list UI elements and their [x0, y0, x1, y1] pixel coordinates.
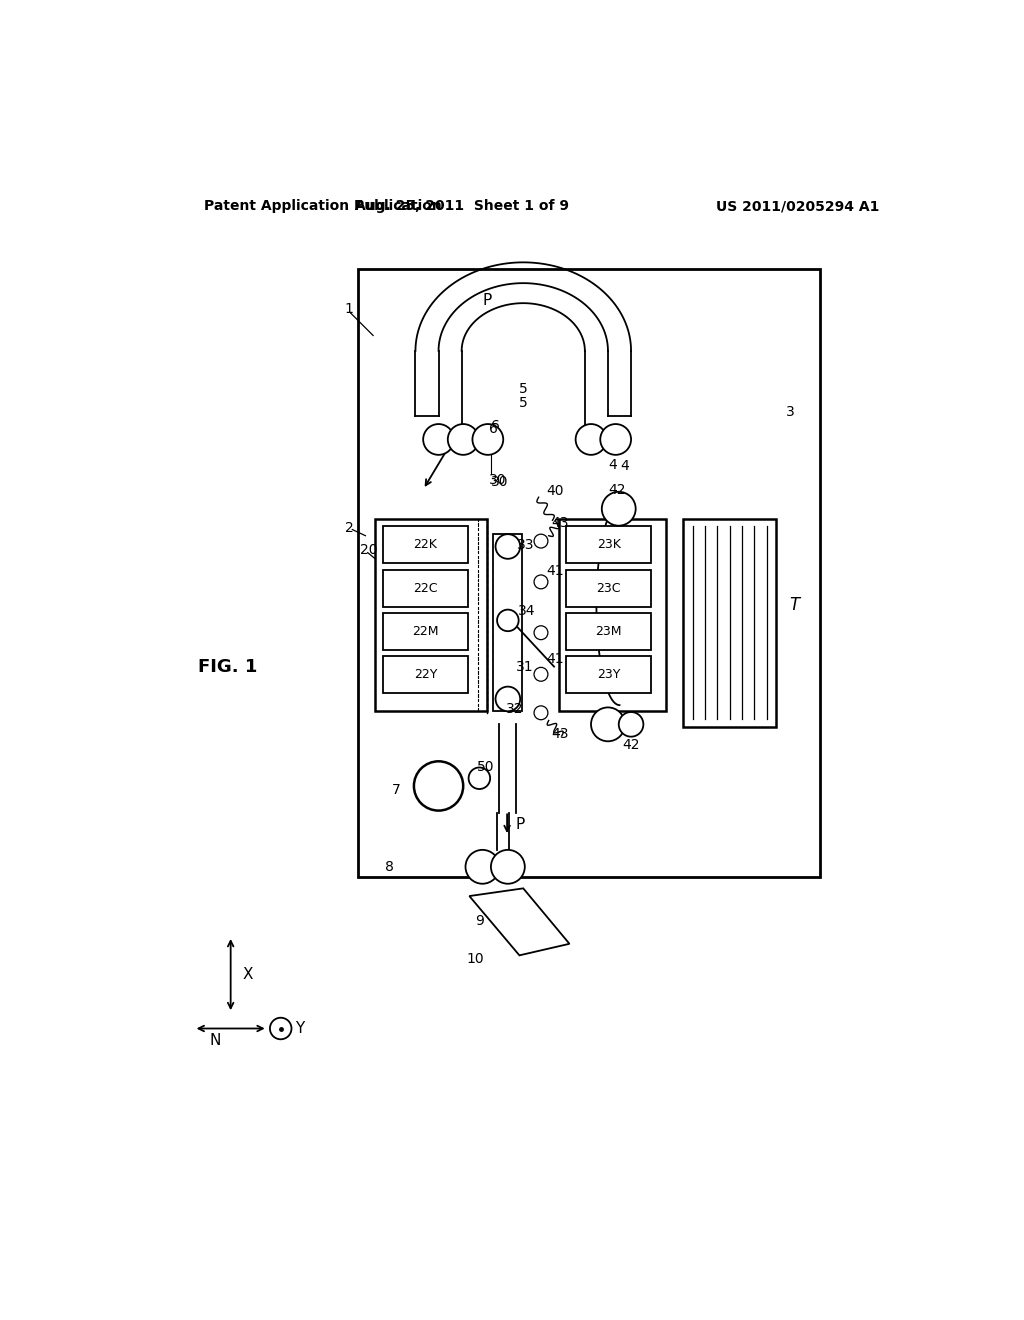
Circle shape	[535, 668, 548, 681]
Text: 41: 41	[547, 564, 564, 578]
Bar	[376, 519, 487, 711]
Text: 23C: 23C	[596, 582, 621, 594]
Text: Aug. 25, 2011  Sheet 1 of 9: Aug. 25, 2011 Sheet 1 of 9	[354, 199, 568, 213]
Text: 1: 1	[345, 301, 353, 315]
Circle shape	[469, 767, 490, 789]
Text: 31: 31	[515, 660, 534, 673]
Circle shape	[535, 706, 548, 719]
Text: 2: 2	[345, 521, 353, 535]
Text: Y: Y	[295, 1020, 304, 1036]
Text: 41: 41	[547, 652, 564, 665]
Text: FIG. 1: FIG. 1	[199, 657, 258, 676]
Text: T: T	[790, 597, 800, 614]
Text: 33: 33	[517, 539, 535, 552]
Text: 42: 42	[622, 738, 639, 752]
Text: 6: 6	[489, 422, 499, 437]
Text: 5: 5	[519, 383, 527, 396]
Text: US 2011/0205294 A1: US 2011/0205294 A1	[716, 199, 880, 213]
Text: 23M: 23M	[596, 624, 622, 638]
Bar	[566, 527, 651, 564]
Text: 7: 7	[392, 783, 401, 797]
Bar	[683, 519, 776, 726]
Circle shape	[618, 711, 643, 737]
Bar	[383, 656, 468, 693]
Bar	[566, 612, 651, 649]
Text: 43: 43	[551, 516, 568, 531]
Text: 22Y: 22Y	[414, 668, 437, 681]
Text: 34: 34	[518, 605, 536, 618]
Bar	[559, 519, 667, 711]
Text: 22K: 22K	[414, 539, 437, 552]
Bar	[357, 268, 819, 876]
Circle shape	[591, 708, 625, 742]
Text: 3: 3	[785, 405, 795, 420]
Bar	[494, 535, 522, 711]
Text: 22M: 22M	[413, 624, 438, 638]
Text: Patent Application Publication: Patent Application Publication	[204, 199, 441, 213]
Circle shape	[270, 1018, 292, 1039]
Text: 23K: 23K	[597, 539, 621, 552]
Text: 42: 42	[608, 483, 626, 496]
Text: 30: 30	[490, 475, 509, 488]
Circle shape	[497, 610, 518, 631]
Text: N: N	[210, 1032, 221, 1048]
Text: 8: 8	[385, 859, 393, 874]
Text: 30: 30	[489, 474, 507, 487]
Text: 43: 43	[551, 727, 568, 742]
Bar	[566, 570, 651, 607]
Circle shape	[496, 686, 520, 711]
Circle shape	[602, 492, 636, 525]
Polygon shape	[469, 888, 569, 956]
Text: 23Y: 23Y	[597, 668, 621, 681]
Text: 9: 9	[475, 913, 483, 928]
Circle shape	[600, 424, 631, 455]
Text: 22C: 22C	[414, 582, 437, 594]
Text: 10: 10	[466, 952, 484, 966]
Bar	[566, 656, 651, 693]
Text: P: P	[515, 817, 525, 832]
Circle shape	[414, 762, 463, 810]
Text: 40: 40	[547, 484, 564, 498]
Text: 4: 4	[608, 458, 616, 471]
Text: 5: 5	[519, 396, 527, 411]
Circle shape	[535, 626, 548, 640]
Circle shape	[447, 424, 478, 455]
Circle shape	[535, 576, 548, 589]
Circle shape	[496, 535, 520, 558]
Circle shape	[490, 850, 525, 884]
Text: 50: 50	[477, 760, 495, 774]
Circle shape	[423, 424, 454, 455]
Circle shape	[472, 424, 503, 455]
Bar	[383, 612, 468, 649]
Text: 4: 4	[621, 459, 629, 474]
Circle shape	[466, 850, 500, 884]
Circle shape	[535, 535, 548, 548]
Bar	[383, 527, 468, 564]
Text: 20: 20	[360, 543, 378, 557]
Text: 32: 32	[506, 702, 523, 715]
Circle shape	[575, 424, 606, 455]
Text: P: P	[482, 293, 492, 309]
Text: X: X	[243, 968, 253, 982]
Bar	[383, 570, 468, 607]
Text: 6: 6	[490, 420, 500, 433]
